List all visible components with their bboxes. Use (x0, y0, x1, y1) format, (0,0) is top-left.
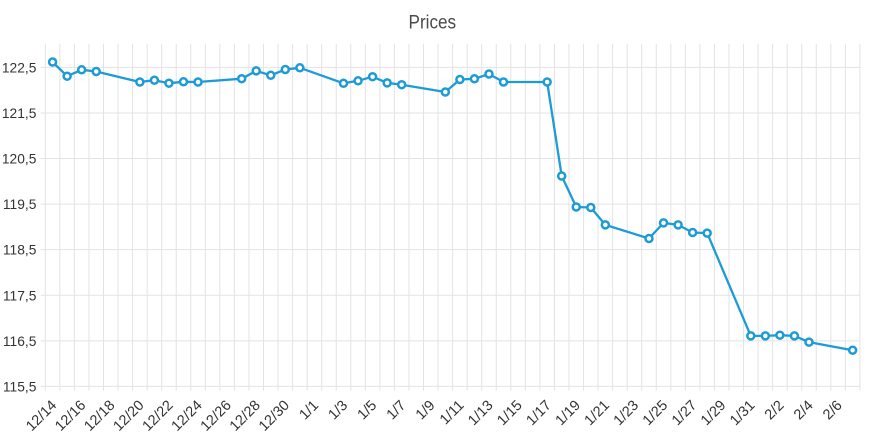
svg-text:Prices: Prices (409, 13, 457, 34)
svg-text:120,5: 120,5 (2, 152, 37, 167)
svg-text:117,5: 117,5 (3, 288, 37, 303)
svg-text:121,5: 121,5 (2, 106, 37, 121)
svg-text:116,5: 116,5 (3, 334, 37, 349)
svg-text:122,5: 122,5 (2, 60, 37, 75)
svg-text:119,5: 119,5 (3, 197, 37, 212)
svg-text:115,5: 115,5 (3, 379, 37, 394)
svg-text:118,5: 118,5 (3, 243, 37, 258)
